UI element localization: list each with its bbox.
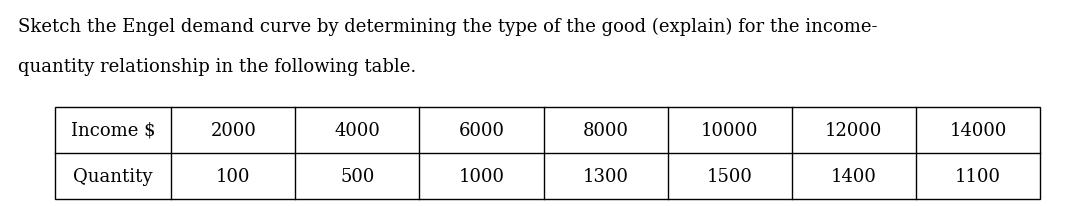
Text: 100: 100 <box>216 167 250 185</box>
Text: 4000: 4000 <box>335 121 380 139</box>
Text: 500: 500 <box>340 167 375 185</box>
Text: 1300: 1300 <box>582 167 629 185</box>
Text: Income $: Income $ <box>70 121 155 139</box>
Text: quantity relationship in the following table.: quantity relationship in the following t… <box>18 58 416 76</box>
Text: Quantity: Quantity <box>74 167 153 185</box>
Text: 2000: 2000 <box>210 121 256 139</box>
Text: 8000: 8000 <box>582 121 629 139</box>
Text: 12000: 12000 <box>825 121 882 139</box>
Text: Sketch the Engel demand curve by determining the type of the good (explain) for : Sketch the Engel demand curve by determi… <box>18 18 878 36</box>
Text: 1000: 1000 <box>459 167 504 185</box>
Bar <box>55 108 1040 199</box>
Text: 6000: 6000 <box>459 121 504 139</box>
Text: 10000: 10000 <box>701 121 759 139</box>
Text: 14000: 14000 <box>950 121 1007 139</box>
Text: 1400: 1400 <box>831 167 877 185</box>
Text: 1500: 1500 <box>707 167 752 185</box>
Text: 1100: 1100 <box>955 167 1001 185</box>
